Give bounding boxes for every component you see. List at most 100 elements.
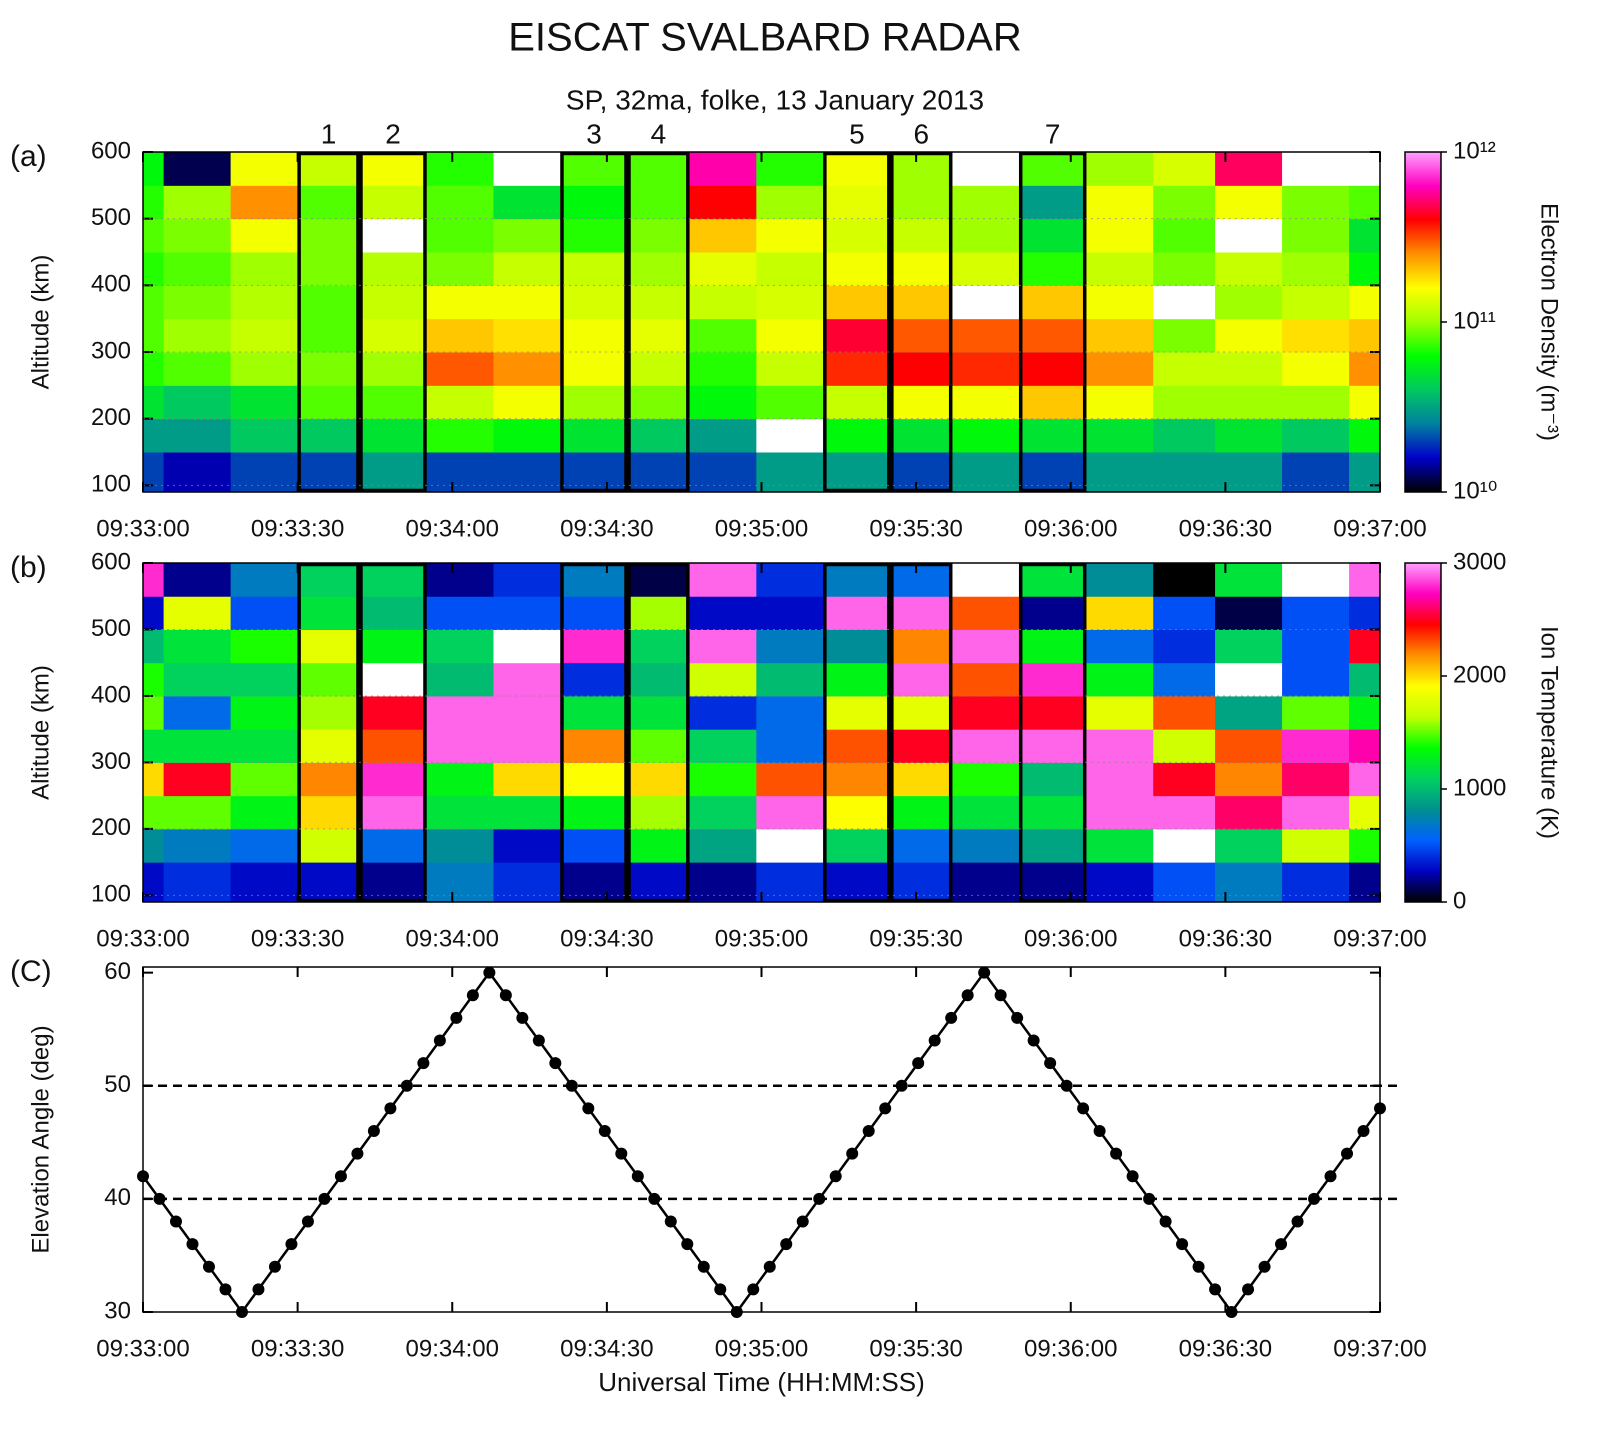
data-point	[367, 1125, 380, 1138]
data-point	[994, 989, 1007, 1002]
column-label: 7	[1045, 118, 1061, 149]
heatmap-cell	[297, 563, 360, 597]
heatmap-cell	[143, 218, 165, 253]
heatmap-cell	[359, 662, 427, 697]
heatmap-cell	[493, 352, 561, 386]
heatmap-cell	[1086, 795, 1154, 830]
heatmap-cell	[143, 563, 165, 597]
heatmap-cell	[1019, 862, 1087, 903]
data-point	[631, 1170, 644, 1183]
data-point	[351, 1147, 364, 1160]
heatmap-cell	[823, 695, 891, 730]
heatmap-cell	[756, 152, 824, 186]
heatmap-cell	[297, 152, 360, 186]
heatmap-cell	[560, 596, 628, 630]
heatmap-cell	[359, 252, 427, 286]
colorbar-tick-label: 2000	[1453, 661, 1506, 688]
heatmap-cell	[689, 662, 757, 697]
heatmap-cell	[1019, 828, 1087, 863]
heatmap-cell	[1282, 563, 1350, 597]
heatmap-cell	[163, 352, 232, 386]
heatmap-cell	[1215, 828, 1283, 863]
heatmap-cell	[689, 629, 757, 664]
heatmap-cell	[1153, 828, 1216, 863]
heatmap-cell	[823, 862, 891, 903]
heatmap-cell	[1349, 596, 1381, 630]
heatmap-cell	[823, 218, 891, 253]
heatmap-cell	[143, 762, 165, 797]
heatmap-cell	[143, 318, 165, 353]
y-tick-label: 500	[91, 615, 131, 642]
data-point	[1341, 1147, 1354, 1160]
heatmap-cell	[952, 218, 1020, 253]
heatmap-cell	[143, 452, 165, 493]
heatmap-cell	[1349, 795, 1381, 830]
heatmap-cell	[952, 596, 1020, 630]
column-label: 2	[385, 118, 401, 149]
heatmap-cell	[1215, 762, 1283, 797]
x-tick-label: 09:34:00	[406, 515, 499, 542]
data-point	[598, 1125, 611, 1138]
heatmap-cell	[823, 563, 891, 597]
heatmap-cell	[493, 152, 561, 186]
heatmap-cell	[1349, 252, 1381, 286]
heatmap-cell	[823, 662, 891, 697]
heatmap-cell	[426, 862, 494, 903]
heatmap-cell	[560, 762, 628, 797]
heatmap-cell	[143, 795, 165, 830]
heatmap-cell	[890, 252, 953, 286]
heatmap-cell	[823, 729, 891, 763]
heatmap-cell	[1282, 185, 1350, 220]
heatmap-cell	[493, 795, 561, 830]
heatmap-cell	[493, 596, 561, 630]
heatmap-cell	[163, 152, 232, 186]
x-tick-label: 09:36:30	[1179, 515, 1272, 542]
heatmap-cell	[689, 385, 757, 420]
heatmap-cell	[627, 318, 690, 353]
column-outline	[1018, 151, 1087, 493]
x-tick-label: 09:34:00	[406, 1335, 499, 1362]
heatmap-cell	[1282, 352, 1350, 386]
data-point	[219, 1283, 232, 1296]
heatmap-cell	[689, 252, 757, 286]
x-tick-label: 09:35:00	[715, 515, 808, 542]
heatmap-cell	[1019, 795, 1087, 830]
heatmap-cell	[689, 828, 757, 863]
heatmap-cell	[143, 662, 165, 697]
heatmap-cell	[1215, 795, 1283, 830]
heatmap-cell	[890, 318, 953, 353]
y-tick-label: 500	[91, 204, 131, 231]
data-point	[499, 989, 512, 1002]
data-point	[1044, 1057, 1057, 1070]
heatmap-cell	[1153, 862, 1216, 903]
heatmap-cell	[1349, 563, 1381, 597]
heatmap-cell	[1086, 662, 1154, 697]
data-point	[1093, 1125, 1106, 1138]
colorbar-label: Electron Density (m⁻³)	[1536, 203, 1563, 441]
heatmap-cell	[143, 152, 165, 186]
heatmap-cell	[493, 418, 561, 453]
heatmap-cell	[952, 862, 1020, 903]
data-point	[697, 1260, 710, 1273]
heatmap-cell	[426, 629, 494, 664]
column-outline	[1018, 562, 1087, 903]
column-outline	[823, 562, 891, 903]
colorbar-tick-label: 10¹²	[1453, 137, 1496, 164]
heatmap-cell	[426, 729, 494, 763]
heatmap-cell	[560, 385, 628, 420]
heatmap-cell	[1282, 795, 1350, 830]
heatmap-cell	[1019, 285, 1087, 320]
heatmap-cell	[689, 596, 757, 630]
heatmap-cell	[493, 252, 561, 286]
heatmap-cell	[1153, 418, 1216, 453]
column-label: 6	[913, 118, 929, 149]
heatmap-cell	[627, 185, 690, 220]
heatmap-cell	[1153, 629, 1216, 664]
heatmap-cell	[1349, 662, 1381, 697]
heatmap-cell	[627, 762, 690, 797]
x-tick-label: 09:35:00	[715, 925, 808, 952]
heatmap-cell	[230, 285, 299, 320]
heatmap-cell	[1349, 762, 1381, 797]
data-point	[664, 1215, 677, 1228]
heatmap-cell	[1086, 629, 1154, 664]
